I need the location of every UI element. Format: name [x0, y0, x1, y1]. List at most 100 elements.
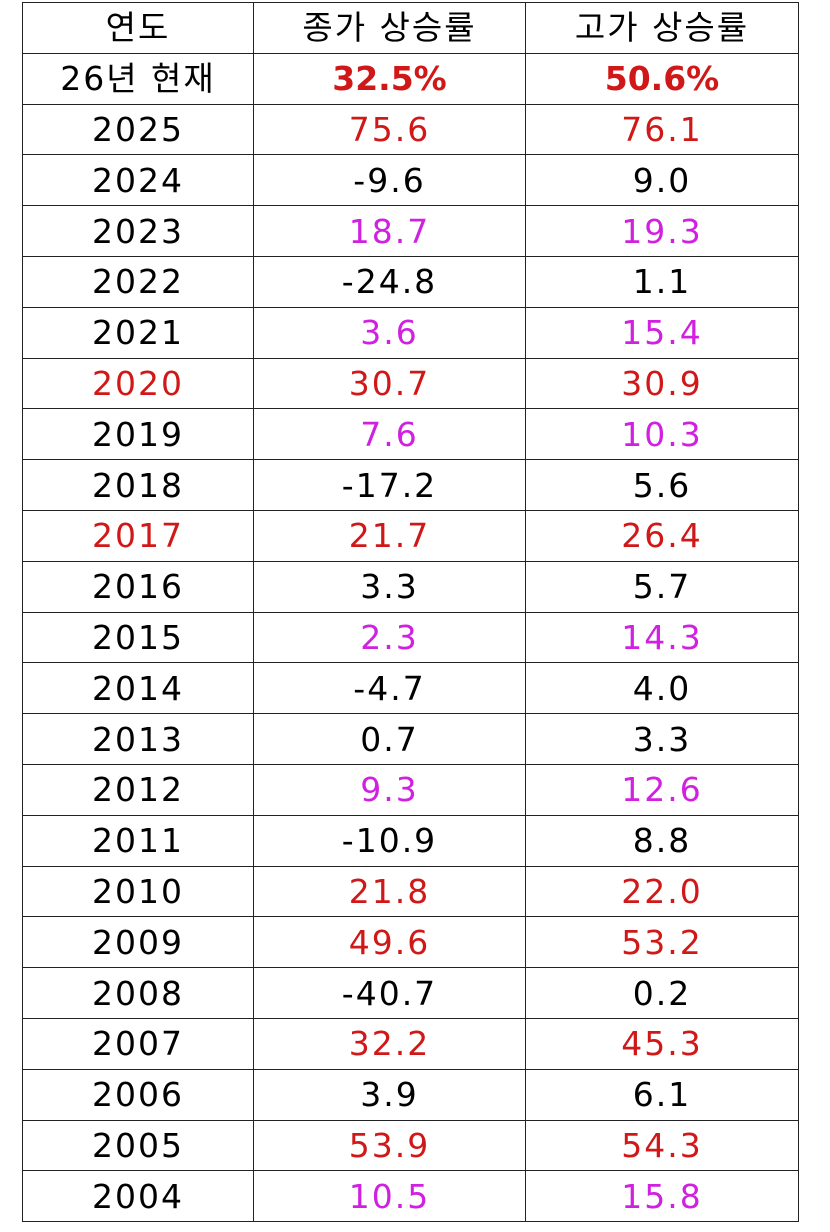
rate-cell: 53.2	[525, 916, 799, 969]
rate-cell: 54.3	[525, 1119, 799, 1172]
year-cell: 2017	[22, 509, 254, 562]
year-cell: 2018	[22, 459, 254, 511]
rate-cell: 32.5%	[253, 52, 526, 105]
year-cell: 2022	[22, 255, 254, 308]
header-row: 연도 종가 상승률 고가 상승률	[22, 2, 799, 54]
table-row: 2013 0.7 3.3	[22, 713, 799, 765]
rate-cell: -17.2	[253, 459, 526, 511]
rate-cell: 5.6	[525, 459, 799, 511]
rate-cell: 21.8	[253, 865, 526, 918]
rate-cell: 4.0	[525, 662, 799, 715]
rate-cell: 76.1	[525, 103, 799, 156]
rate-cell: 0.2	[525, 967, 799, 1019]
table-row: 2016 3.3 5.7	[22, 560, 799, 613]
rate-cell: 30.9	[525, 357, 799, 410]
table-row: 2015 2.3 14.3	[22, 611, 799, 664]
rate-cell: 21.7	[253, 509, 526, 562]
rate-cell: 18.7	[253, 205, 526, 257]
year-cell: 2025	[22, 103, 254, 156]
year-cell: 2012	[22, 763, 254, 816]
table-row: 2020 30.7 30.9	[22, 357, 799, 410]
year-cell: 2020	[22, 357, 254, 410]
rate-cell: 15.8	[525, 1170, 799, 1223]
rate-cell: 10.5	[253, 1170, 526, 1223]
rate-cell: 0.7	[253, 713, 526, 765]
table-row: 2023 18.7 19.3	[22, 205, 799, 257]
table-row: 26년 현재 32.5% 50.6%	[22, 52, 799, 105]
year-cell: 2007	[22, 1017, 254, 1070]
table-row: 2018 -17.2 5.6	[22, 459, 799, 511]
rate-cell: -24.8	[253, 255, 526, 308]
year-cell: 2015	[22, 611, 254, 664]
year-cell: 2016	[22, 560, 254, 613]
year-cell: 2008	[22, 967, 254, 1019]
rate-cell: 9.0	[525, 154, 799, 207]
table-body: 26년 현재 32.5% 50.6% 2025 75.6 76.1 2024 -9.6 9.0 2…	[22, 52, 799, 1223]
year-cell: 2023	[22, 205, 254, 257]
year-cell: 2006	[22, 1068, 254, 1121]
table-row: 2007 32.2 45.3	[22, 1017, 799, 1070]
table-row: 2006 3.9 6.1	[22, 1068, 799, 1121]
table-row: 2024 -9.6 9.0	[22, 154, 799, 207]
rate-cell: 32.2	[253, 1017, 526, 1070]
table-row: 2025 75.6 76.1	[22, 103, 799, 156]
table-header: 연도 종가 상승률 고가 상승률	[22, 2, 799, 54]
rate-cell: 10.3	[525, 408, 799, 461]
rate-cell: 19.3	[525, 205, 799, 257]
year-cell: 2019	[22, 408, 254, 461]
table-row: 2004 10.5 15.8	[22, 1170, 799, 1223]
rate-cell: 14.3	[525, 611, 799, 664]
rate-cell: 30.7	[253, 357, 526, 410]
year-cell: 2009	[22, 916, 254, 969]
rate-cell: 3.3	[253, 560, 526, 613]
table-row: 2012 9.3 12.6	[22, 763, 799, 816]
rate-cell: 6.1	[525, 1068, 799, 1121]
table-row: 2009 49.6 53.2	[22, 916, 799, 969]
year-cell: 2010	[22, 865, 254, 918]
rate-cell: 49.6	[253, 916, 526, 969]
year-cell: 2011	[22, 814, 254, 867]
year-cell: 2013	[22, 713, 254, 765]
year-cell: 2021	[22, 306, 254, 359]
rate-cell: -40.7	[253, 967, 526, 1019]
rate-cell: -10.9	[253, 814, 526, 867]
rate-cell: 22.0	[525, 865, 799, 918]
rate-cell: 3.9	[253, 1068, 526, 1121]
rate-cell: 75.6	[253, 103, 526, 156]
header-cell: 종가 상승률	[253, 2, 526, 54]
rate-cell: 50.6%	[525, 52, 799, 105]
rate-cell: 26.4	[525, 509, 799, 562]
rate-cell: 3.6	[253, 306, 526, 359]
year-cell: 2014	[22, 662, 254, 715]
table-row: 2010 21.8 22.0	[22, 865, 799, 918]
rate-cell: 1.1	[525, 255, 799, 308]
rate-cell: 7.6	[253, 408, 526, 461]
rate-cell: -9.6	[253, 154, 526, 207]
year-cell: 2004	[22, 1170, 254, 1223]
rate-cell: 8.8	[525, 814, 799, 867]
rate-cell: 2.3	[253, 611, 526, 664]
table-row: 2017 21.7 26.4	[22, 509, 799, 562]
data-table: 연도 종가 상승률 고가 상승률 26년 현재 32.5% 50.6% 2025 75.…	[22, 2, 799, 1223]
table-row: 2021 3.6 15.4	[22, 306, 799, 359]
year-cell: 2024	[22, 154, 254, 207]
table-row: 2005 53.9 54.3	[22, 1119, 799, 1172]
header-cell: 고가 상승률	[525, 2, 799, 54]
table-row: 2014 -4.7 4.0	[22, 662, 799, 715]
table-row: 2022 -24.8 1.1	[22, 255, 799, 308]
rate-cell: 5.7	[525, 560, 799, 613]
rate-cell: 12.6	[525, 763, 799, 816]
year-cell: 2005	[22, 1119, 254, 1172]
rate-cell: 45.3	[525, 1017, 799, 1070]
rate-cell: 53.9	[253, 1119, 526, 1172]
table-row: 2011 -10.9 8.8	[22, 814, 799, 867]
rate-cell: 15.4	[525, 306, 799, 359]
header-cell: 연도	[22, 2, 254, 54]
year-cell: 26년 현재	[22, 52, 254, 105]
rate-cell: 3.3	[525, 713, 799, 765]
table-row: 2008 -40.7 0.2	[22, 967, 799, 1019]
table-row: 2019 7.6 10.3	[22, 408, 799, 461]
rate-cell: 9.3	[253, 763, 526, 816]
rate-cell: -4.7	[253, 662, 526, 715]
